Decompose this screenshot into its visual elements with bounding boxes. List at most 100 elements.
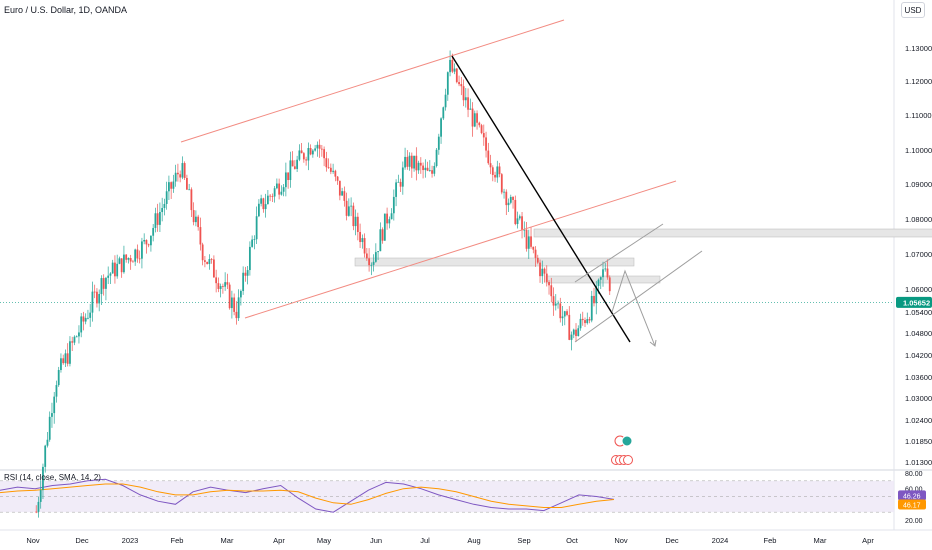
candle-body	[244, 272, 247, 276]
candle-body	[39, 490, 42, 502]
rsi-tick-label: 60.00	[905, 487, 923, 494]
candle-body	[557, 303, 559, 305]
candle-body	[78, 332, 80, 337]
earnings-event-icon	[623, 455, 633, 465]
candle-body	[424, 167, 427, 171]
candle-body	[210, 259, 213, 260]
candle-body	[588, 319, 591, 321]
candle-body	[296, 159, 299, 169]
price-tick-label: 1.01300	[905, 458, 932, 467]
candle-body	[381, 229, 384, 241]
candle-body	[251, 239, 254, 247]
candle-body	[102, 278, 105, 289]
time-tick-label: Oct	[566, 536, 579, 545]
candle-body	[597, 279, 600, 286]
rsi-value-badge	[898, 490, 926, 501]
candle-body	[386, 213, 388, 224]
candle-body	[437, 136, 440, 150]
rsi-ma-line	[0, 483, 615, 508]
candle-body	[347, 206, 350, 216]
candle-body	[476, 113, 478, 123]
candle-body	[275, 183, 278, 189]
price-tick-label: 1.09000	[905, 180, 932, 189]
time-tick-label: Jun	[370, 536, 382, 545]
candle-body	[260, 198, 263, 204]
symbol-title[interactable]: Euro / U.S. Dollar, 1D, OANDA	[4, 5, 128, 15]
candle-body	[469, 108, 472, 110]
candle-body	[284, 172, 287, 188]
candle-body	[541, 268, 544, 277]
candle-body	[332, 170, 335, 172]
candle-body	[159, 212, 161, 225]
event-markers[interactable]	[611, 435, 633, 465]
candle-body	[413, 155, 415, 169]
candlestick-series	[35, 50, 611, 518]
candle-body	[44, 445, 47, 467]
candle-body	[397, 181, 400, 183]
candle-body	[503, 191, 505, 193]
candle-body	[543, 268, 546, 274]
candle-body	[273, 188, 276, 197]
candle-body	[235, 311, 238, 319]
candle-body	[338, 180, 341, 196]
candle-body	[129, 258, 132, 262]
rsi-legend[interactable]: RSI (14, close, SMA, 14, 2)	[4, 473, 101, 482]
channel-lower-line	[244, 180, 677, 319]
candle-body	[46, 439, 49, 446]
candle-body	[69, 341, 71, 364]
trend-drawings[interactable]	[180, 19, 703, 347]
price-tick-label: 1.04200	[905, 351, 932, 360]
candle-body	[118, 258, 121, 264]
candle-body	[111, 262, 114, 274]
candle-body	[545, 273, 548, 283]
candle-body	[426, 167, 429, 171]
candle-body	[575, 329, 577, 337]
time-tick-label: Apr	[862, 536, 874, 545]
candle-body	[584, 320, 586, 324]
candle-body	[566, 311, 568, 315]
candle-body	[116, 263, 119, 277]
candle-body	[525, 229, 528, 249]
candle-body	[163, 203, 166, 208]
candle-body	[123, 254, 125, 273]
candle-body	[343, 191, 346, 201]
candle-body	[482, 133, 485, 138]
currency-button[interactable]: USD	[901, 2, 925, 18]
projection-arrow-icon	[649, 339, 657, 347]
candle-body	[289, 160, 292, 181]
price-tick-label: 1.06000	[905, 285, 932, 294]
candle-body	[230, 297, 233, 309]
candle-body	[197, 216, 200, 228]
candle-body	[60, 358, 62, 371]
candle-body	[363, 238, 366, 254]
candle-body	[408, 155, 411, 167]
candle-body	[64, 353, 67, 364]
candle-body	[246, 270, 249, 276]
candle-body	[514, 199, 517, 225]
candle-body	[91, 291, 94, 313]
candle-body	[604, 268, 607, 270]
candle-body	[316, 144, 319, 149]
candle-body	[568, 314, 571, 340]
candle-body	[550, 285, 553, 297]
dividend-event-icon	[621, 435, 633, 447]
candle-body	[233, 297, 236, 312]
candle-body	[204, 260, 206, 262]
candle-body	[150, 235, 152, 246]
candle-body	[264, 204, 267, 210]
candle-body	[192, 210, 195, 223]
candle-body	[554, 303, 557, 306]
candle-body	[35, 511, 38, 513]
time-tick-label: Feb	[171, 536, 184, 545]
candle-body	[253, 239, 256, 241]
candle-body	[390, 213, 393, 220]
candle-body	[87, 317, 89, 319]
candle-body	[127, 258, 130, 260]
candle-body	[410, 155, 413, 169]
candle-body	[183, 163, 186, 178]
candle-body	[199, 227, 202, 245]
candle-body	[293, 166, 296, 169]
candle-body	[219, 286, 222, 289]
